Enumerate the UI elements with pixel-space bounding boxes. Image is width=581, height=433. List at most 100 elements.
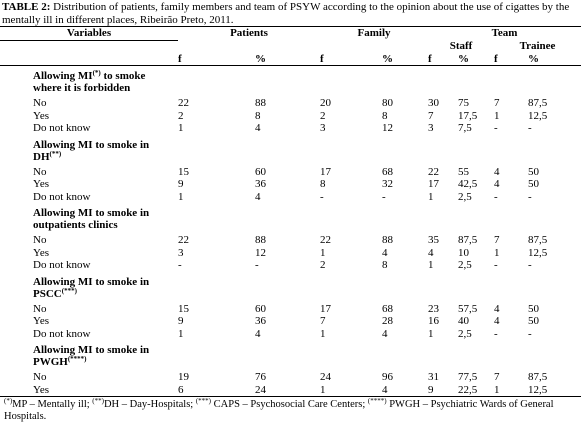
cell: 68 [382,302,394,315]
cell: 20 [320,97,332,109]
title-text: Allowing MI(*) to smoke where it is forb… [0,70,169,95]
cell: 10 [458,246,470,259]
row-label: No [33,234,47,246]
superscript: (***) [61,286,77,295]
column-header: f [428,52,459,66]
cell: 50 [528,315,540,327]
row-label: No [33,371,47,383]
cell: 22,5 [458,383,495,397]
cell: 8 [382,109,388,122]
cell: 80 [382,97,394,109]
cell: - [494,122,498,134]
title-text: Allowing MI to smoke in PWGH(****) [0,344,169,368]
data-row: No 19 76 24 96 31 77,5 7 87,5 [0,371,581,384]
cell: 35 [428,234,440,246]
cell: 4 [255,327,261,340]
cell: - [528,259,532,271]
cell: 88 [255,97,266,109]
cell: 88 [382,234,394,246]
cell: 31 [428,371,440,383]
column-header: % [255,52,321,66]
cell: 60 [255,165,266,178]
cell: 12,5 [528,246,548,259]
cell: 68 [382,165,394,178]
caption-text: Distribution of patients, family members… [2,1,570,26]
cell: 3 [428,122,434,134]
cell: 1 [494,109,500,122]
cell: 76 [255,371,266,383]
cell: 12,5 [528,109,548,122]
cell: 1 [428,190,434,203]
section-title-row: Allowing MI to smoke in DH(**) [0,135,581,166]
superscript: (****) [367,397,387,405]
cell: 2 [178,109,184,122]
cell: 4 [255,190,261,203]
cell: 1 [320,383,383,397]
row-label: No [33,165,47,178]
superscript: (**) [49,149,62,158]
row-label: Yes [0,383,178,397]
data-row: No 15 60 17 68 22 55 4 50 [0,166,581,179]
section-title: Allowing MI to smoke in DH(**) [0,135,581,166]
text: to smoke where it is forbidden [33,70,146,94]
section-title-row: Allowing MI to smoke in PSCC(***) [0,272,581,303]
text: Allowing MI to smoke in DH [33,138,150,163]
cell: 36 [255,315,266,327]
cell: - [382,190,386,203]
cell: 1 [178,190,184,203]
cell: 22 [178,234,189,246]
caption-label: TABLE 2: [2,1,51,13]
data-row: Yes 9 36 7 28 16 40 4 50 [0,315,581,328]
cell: 87,5 [528,234,548,246]
cell: 1 [494,246,500,259]
cell: 4 [255,122,261,134]
cell: 17 [320,302,332,315]
cell: - [320,190,324,203]
section-title: Allowing MI to smoke in PWGH(****) [0,340,581,371]
cell: 3 [178,246,184,259]
column-header: % [382,52,429,66]
section-title-row: Allowing MI to smoke in PWGH(****) [0,340,581,371]
cell: 7,5 [458,122,472,134]
cell: 12 [382,122,394,134]
column-header: % [528,52,581,66]
cell: 1 [494,383,529,397]
cell: 22 [320,234,332,246]
header-cell: Patients [178,26,321,40]
cell: 1 [428,327,434,340]
column-row: f% f% f% f% [0,52,581,66]
cell: 96 [382,371,394,383]
cell: 7 [494,234,500,246]
cell: 4 [382,246,388,259]
cell: 8 [382,259,388,271]
cell: 2 [320,109,326,122]
row-label: Do not know [33,327,91,340]
data-row: Do not know 1 4 - - 1 2,5 - - [0,191,581,204]
cell: - [494,259,498,271]
cell: 4 [428,246,434,259]
data-row: Do not know 1 4 1 4 1 2,5 - - [0,328,581,341]
data-row: Yes 6 24 1 4 9 22,5 1 12,5 [0,383,581,397]
cell: 15 [178,302,189,315]
footnote: (*)MP – Mentally ill; (**)DH – Day-Hospi… [0,397,568,423]
column-header: f [178,52,255,66]
cell: 55 [458,165,470,178]
cell: 88 [255,234,266,246]
cell: - [528,122,532,134]
header-cell: Trainee [519,40,556,52]
section-title: Allowing MI to smoke in PSCC(***) [0,272,581,303]
cell: - [178,259,182,271]
cell: 50 [528,165,540,178]
cell: 22 [178,97,189,109]
superscript: (***) [195,397,212,405]
cell: 7 [494,371,500,383]
cell: 8 [320,178,326,190]
data-row: Do not know 1 4 3 12 3 7,5 - - [0,122,581,135]
cell: 4 [494,302,500,315]
section-title-row: Allowing MI(*) to smoke where it is forb… [0,66,581,98]
cell: 4 [494,165,500,178]
text: PWGH – Psychiatric Wards of General Hosp… [4,399,554,422]
subheader-row: Staff Trainee [0,40,581,53]
data-row: Yes 3 12 1 4 4 10 1 12,5 [0,247,581,260]
superscript: (**) [92,397,104,405]
